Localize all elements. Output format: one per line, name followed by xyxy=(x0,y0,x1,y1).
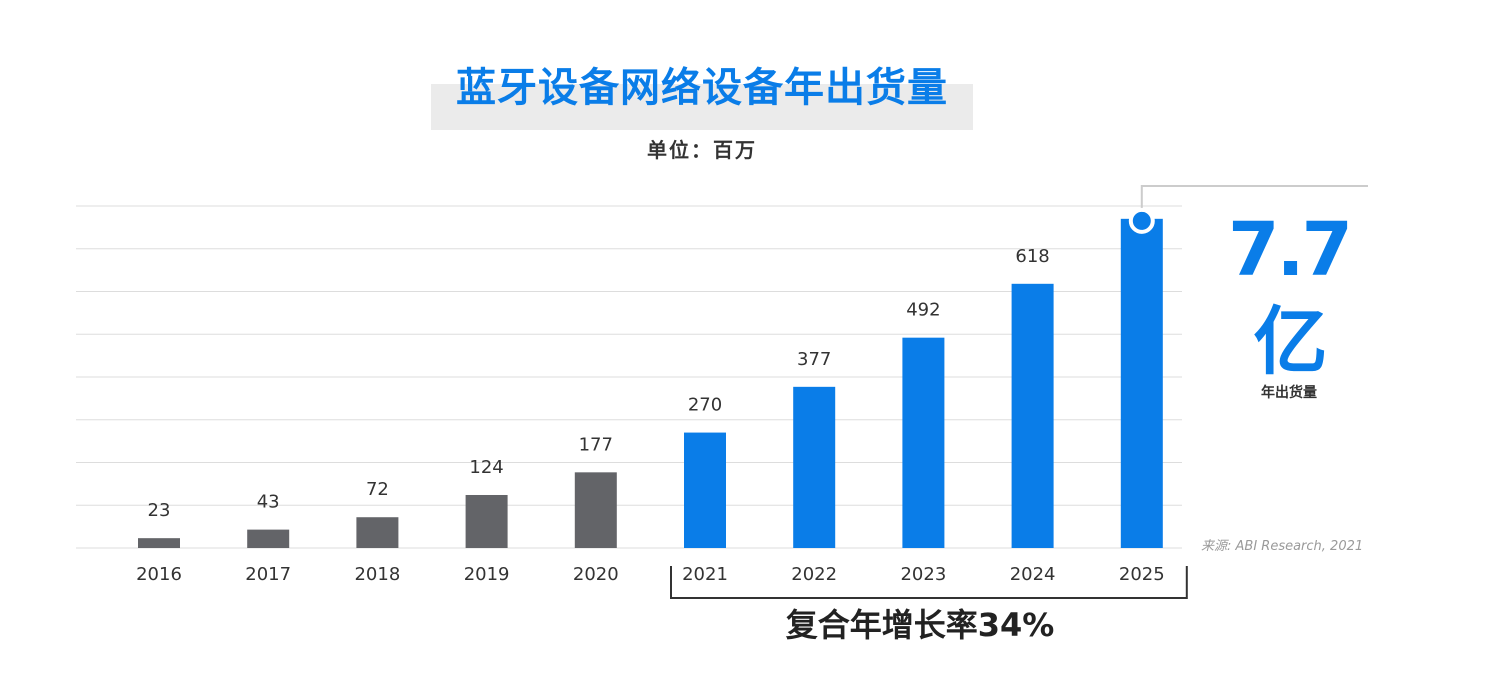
gridlines xyxy=(76,205,1182,549)
cagr-bracket xyxy=(670,566,1188,599)
callout-line xyxy=(1140,185,1368,211)
data-label-2018: 72 xyxy=(366,479,389,500)
highlight-label: 年出货量 xyxy=(1261,385,1317,401)
bar-2021 xyxy=(684,432,726,548)
data-label-2021: 270 xyxy=(688,395,722,416)
x-tick-2017: 2017 xyxy=(245,564,291,585)
highlight-value: 7.7亿 xyxy=(1227,207,1353,385)
x-tick-labels: 2016 2017 2018 2019 2020 2021 2022 2023 2024 2025 xyxy=(136,564,1165,585)
x-tick-2016: 2016 xyxy=(136,564,182,585)
data-labels: 23 43 72 124 177 270 377 492 618 xyxy=(148,246,1050,521)
data-label-2020: 177 xyxy=(579,434,613,455)
data-label-2022: 377 xyxy=(797,349,831,370)
x-tick-2022: 2022 xyxy=(791,564,837,585)
data-label-2023: 492 xyxy=(906,300,940,321)
source-note: 来源: ABI Research, 2021 xyxy=(1201,539,1364,554)
bar-2020 xyxy=(574,472,617,548)
bars xyxy=(138,218,1163,548)
chart-subtitle: 单位：百万 xyxy=(647,138,757,162)
x-tick-2021: 2021 xyxy=(682,564,728,585)
bar-2019 xyxy=(465,494,508,548)
bar-2024 xyxy=(1011,283,1054,548)
bar-2025 xyxy=(1120,218,1163,548)
data-label-2019: 124 xyxy=(469,457,503,478)
bar-2022 xyxy=(793,386,836,548)
bar-2016 xyxy=(138,538,180,548)
data-label-2024: 618 xyxy=(1015,246,1049,267)
x-tick-2023: 2023 xyxy=(900,564,946,585)
cagr-label: 复合年增长率34% xyxy=(785,606,1055,644)
chart-title: 蓝牙设备网络设备年出货量 xyxy=(456,65,948,111)
annotations xyxy=(670,185,1368,599)
data-label-2017: 43 xyxy=(257,492,280,513)
x-tick-2024: 2024 xyxy=(1010,564,1056,585)
x-tick-2025: 2025 xyxy=(1119,564,1165,585)
data-label-2016: 23 xyxy=(148,500,171,521)
bar-2017 xyxy=(247,529,290,548)
callout-marker xyxy=(1128,207,1155,234)
title-background xyxy=(431,84,973,130)
x-tick-2019: 2019 xyxy=(464,564,510,585)
x-tick-2020: 2020 xyxy=(573,564,619,585)
bar-2018 xyxy=(356,517,399,548)
bar-2023 xyxy=(902,337,945,548)
x-tick-2018: 2018 xyxy=(354,564,400,585)
highlight-callout: 7.7亿 年出货量 xyxy=(1196,204,1382,402)
